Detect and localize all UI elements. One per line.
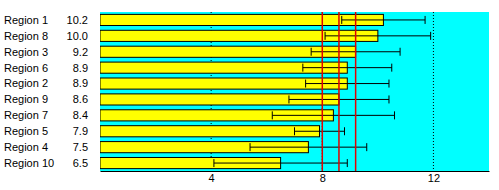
error-bar-cap	[213, 159, 214, 167]
error-bar-cap	[347, 159, 348, 167]
error-bar-line	[250, 147, 367, 148]
tick: 12	[428, 171, 440, 184]
category-labels: Region 1 Region 8 Region 3 Region 6 Region 2…	[4, 14, 88, 169]
grid-line	[433, 12, 434, 171]
tick: 4	[209, 171, 215, 184]
error-bar-cap	[288, 95, 289, 103]
data-label: 8.6	[73, 93, 88, 105]
error-bar-line	[325, 35, 431, 36]
category-label: Region 8	[4, 30, 48, 42]
category-label: Region 7	[4, 109, 48, 121]
plot-background	[100, 12, 489, 171]
error-bar	[250, 143, 367, 151]
x-axis: 4 8 12	[101, 171, 490, 184]
error-bar-cap	[341, 16, 342, 24]
data-label: 8.9	[73, 62, 88, 74]
tick-label: 12	[428, 172, 440, 184]
data-label: 9.2	[73, 46, 88, 58]
plot: 4 8 12	[100, 12, 490, 184]
error-bar-line	[303, 67, 392, 68]
error-bar-cap	[391, 64, 392, 72]
data-label: 8.9	[73, 77, 88, 89]
error-bar-cap	[325, 32, 326, 40]
bar	[100, 14, 383, 25]
error-bar	[325, 32, 431, 40]
error-bar-cap	[294, 127, 295, 135]
error-bar	[295, 127, 345, 135]
bar	[100, 126, 320, 137]
category-label: Region 10	[4, 157, 54, 169]
data-label: 8.4	[73, 109, 88, 121]
category-label: Region 3	[4, 46, 48, 58]
reference-line	[338, 12, 340, 171]
error-bar-cap	[388, 95, 389, 103]
error-bar	[272, 111, 394, 119]
error-bar-cap	[400, 48, 401, 56]
tick: 8	[320, 171, 326, 184]
grid-line	[322, 12, 323, 171]
error-bar-cap	[311, 48, 312, 56]
error-bar-cap	[430, 32, 431, 40]
tick-label: 4	[209, 172, 215, 184]
error-bar	[303, 64, 392, 72]
error-bar-cap	[344, 127, 345, 135]
error-bar-cap	[394, 111, 395, 119]
error-bar-cap	[250, 143, 251, 151]
error-bar-cap	[305, 80, 306, 88]
error-bar-line	[214, 163, 347, 164]
error-bar	[306, 80, 389, 88]
data-label: 7.5	[73, 141, 88, 153]
data-label: 10.2	[67, 14, 88, 26]
marks	[100, 12, 433, 171]
error-bar-line	[295, 131, 345, 132]
error-bar	[342, 16, 425, 24]
category-label: Region 5	[4, 125, 48, 137]
error-bar	[214, 159, 347, 167]
data-label: 10.0	[67, 30, 88, 42]
category-label: Region 6	[4, 62, 48, 74]
category-label: Region 9	[4, 93, 48, 105]
error-bar-cap	[272, 111, 273, 119]
category-label: Region 1	[4, 14, 48, 26]
reference-line	[322, 12, 324, 171]
error-bar-cap	[388, 80, 389, 88]
error-bar-line	[342, 19, 425, 20]
data-label: 6.5	[73, 157, 88, 169]
chart: 4812Region 1Region 8Region 3Region 6Regi…	[0, 0, 499, 190]
error-bar-cap	[366, 143, 367, 151]
tick-label: 8	[320, 172, 326, 184]
data-label: 7.9	[73, 125, 88, 137]
error-bar-line	[272, 115, 394, 116]
reference-line	[355, 12, 357, 171]
category-label: Region 4	[4, 141, 48, 153]
error-bar-line	[306, 83, 389, 84]
category-label: Region 2	[4, 77, 48, 89]
error-bar-cap	[425, 16, 426, 24]
error-bar-cap	[302, 64, 303, 72]
